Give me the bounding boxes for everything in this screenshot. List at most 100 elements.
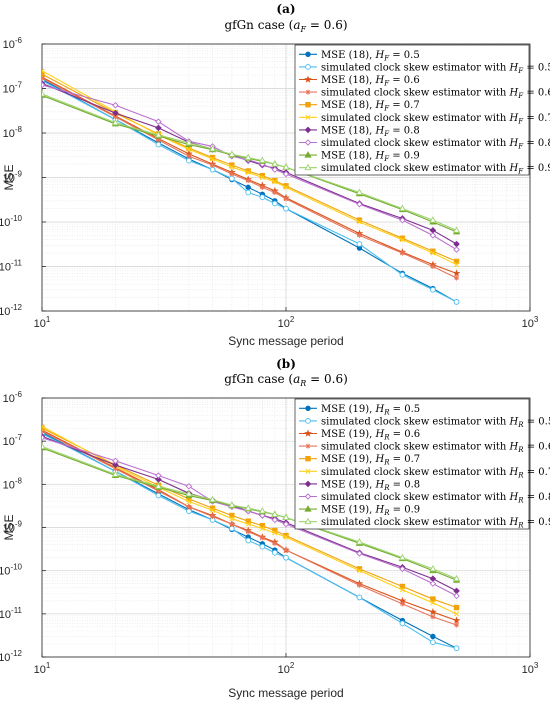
data-point xyxy=(112,461,119,469)
legend-marker xyxy=(304,139,312,146)
y-tick-label: 10-11 xyxy=(0,259,23,274)
data-point xyxy=(245,169,251,175)
data-point xyxy=(282,520,290,528)
legend-entry: simulated clock skew estimator with HF =… xyxy=(299,138,550,151)
x-tick-label: 103 xyxy=(522,661,539,676)
legend-marker xyxy=(304,75,312,83)
data-point xyxy=(112,102,119,109)
data-point xyxy=(356,550,363,557)
series-line xyxy=(42,80,457,303)
legend-entry: MSE (19), HR = 0.6 xyxy=(299,429,420,442)
data-point xyxy=(399,583,406,590)
series-10 xyxy=(42,90,461,233)
data-point xyxy=(186,504,192,510)
data-point xyxy=(154,482,162,489)
y-axis-label: MSE xyxy=(2,514,16,540)
data-point xyxy=(282,163,290,170)
series-4 xyxy=(42,75,460,281)
data-point xyxy=(208,144,217,152)
data-point xyxy=(42,442,46,450)
legend-label: MSE (18), HF = 0.8 xyxy=(321,125,420,138)
data-point xyxy=(398,553,406,561)
data-point xyxy=(282,170,290,178)
legend-box xyxy=(294,44,530,176)
x-tick-label: 102 xyxy=(278,661,295,676)
legend-entry: simulated clock skew estimator with HF =… xyxy=(299,113,550,125)
data-point xyxy=(229,516,235,522)
legend-label: MSE (18), HF = 0.9 xyxy=(321,151,420,164)
data-point xyxy=(155,137,161,143)
data-point xyxy=(209,166,216,173)
data-point xyxy=(430,614,436,620)
legend-marker xyxy=(305,64,311,70)
data-point xyxy=(210,513,216,519)
data-point xyxy=(185,138,193,146)
series-line xyxy=(42,93,457,231)
x-tick-label: 103 xyxy=(522,315,539,330)
series-group xyxy=(42,423,461,652)
legend-label: simulated clock skew estimator with HR =… xyxy=(321,416,550,429)
legend-label: MSE (19), HR = 0.5 xyxy=(321,404,420,417)
y-tick-label: 10-10 xyxy=(0,563,23,578)
series-6 xyxy=(42,423,460,617)
data-point xyxy=(228,150,236,157)
data-point xyxy=(399,587,405,593)
data-point xyxy=(399,250,405,256)
data-point xyxy=(272,530,278,536)
data-point xyxy=(258,156,266,164)
y-tick-label: 10-6 xyxy=(3,36,23,51)
data-point xyxy=(155,492,162,499)
legend-entry: MSE (18), HF = 0.7 xyxy=(299,100,420,113)
series-line xyxy=(42,77,457,279)
legend-label: MSE (19), HR = 0.7 xyxy=(321,454,420,467)
series-line xyxy=(42,431,457,649)
chart-title: gfGn case (aF = 0.6) xyxy=(224,18,347,34)
data-point xyxy=(430,600,436,606)
data-point xyxy=(111,118,120,126)
data-point xyxy=(185,483,193,490)
legend-marker xyxy=(304,126,312,134)
legend-marker xyxy=(305,89,311,95)
series-group xyxy=(42,68,461,305)
data-point xyxy=(429,608,437,616)
data-point xyxy=(111,470,120,477)
data-point xyxy=(356,582,362,588)
series-line xyxy=(42,82,457,245)
data-point xyxy=(208,495,217,503)
data-point xyxy=(452,226,461,233)
data-point xyxy=(186,153,192,159)
y-axis-label: MSE xyxy=(2,164,16,190)
data-point xyxy=(42,68,45,74)
data-point xyxy=(283,205,289,212)
data-point xyxy=(186,157,192,164)
legend-entry: simulated clock skew estimator with HR =… xyxy=(299,416,550,429)
y-tick-label: 10-12 xyxy=(0,649,23,664)
data-point xyxy=(272,190,278,196)
data-point xyxy=(283,196,289,202)
data-point xyxy=(399,565,406,573)
data-point xyxy=(454,275,460,281)
data-point xyxy=(271,516,279,524)
data-point xyxy=(259,535,265,541)
data-point xyxy=(259,512,266,519)
data-point xyxy=(454,622,460,628)
data-point xyxy=(430,639,436,646)
data-point xyxy=(155,124,162,132)
data-point xyxy=(259,543,266,550)
series-line xyxy=(42,76,457,274)
legend-entry: MSE (19), HR = 0.8 xyxy=(299,479,420,492)
data-point xyxy=(209,156,216,162)
data-point xyxy=(429,232,437,239)
x-axis-label: Sync message period xyxy=(228,686,343,700)
legend-label: simulated clock skew estimator with HR =… xyxy=(321,492,550,505)
legend-marker xyxy=(305,405,311,411)
data-point xyxy=(399,216,406,224)
data-point xyxy=(356,232,362,238)
data-point xyxy=(245,189,252,196)
legend-box xyxy=(294,398,530,530)
data-point xyxy=(283,547,289,553)
legend-label: simulated clock skew estimator with HR =… xyxy=(321,442,550,455)
